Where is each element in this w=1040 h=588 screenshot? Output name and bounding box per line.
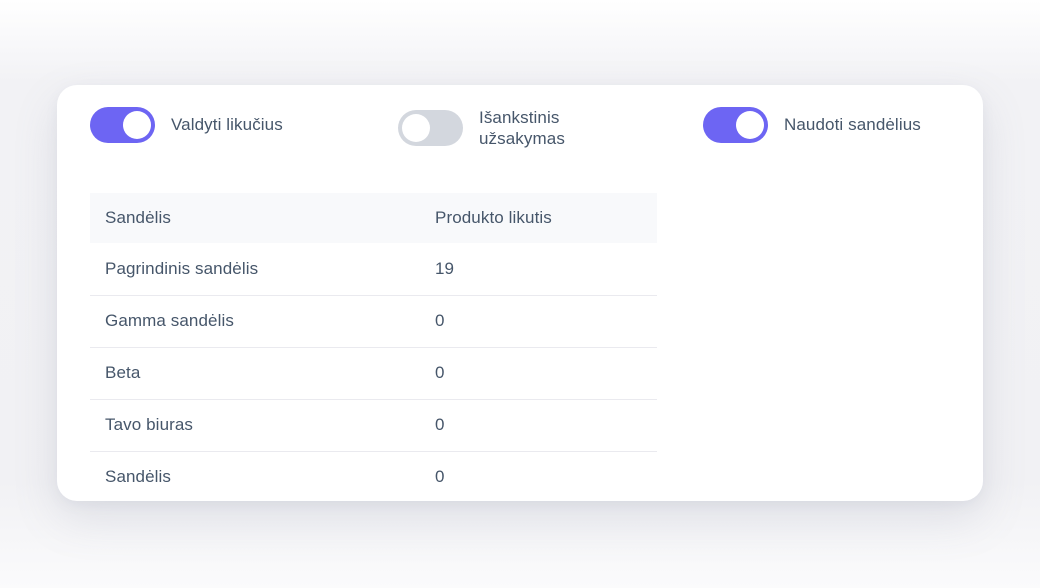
manage-stock-toggle[interactable] [90,107,155,143]
toggle-knob [402,114,430,143]
table-row: Gamma sandėlis 0 [90,295,657,347]
warehouse-name: Pagrindinis sandėlis [105,258,259,278]
stock-value: 0 [435,311,445,330]
toggle-group-manage-stock: Valdyti likučius [90,107,283,143]
warehouse-name: Gamma sandėlis [105,311,234,330]
stock-value: 0 [435,363,445,382]
stock-value: 0 [435,467,445,487]
use-warehouses-toggle[interactable] [703,107,768,143]
toggle-knob [736,111,764,139]
toggle-group-preorder: Išankstinis užsakymas [398,107,604,150]
table-header-row: Sandėlis Produkto likutis [90,193,657,243]
warehouse-name: Beta [105,363,141,382]
use-warehouses-label: Naudoti sandėlius [784,115,921,135]
warehouse-stock-table: Sandėlis Produkto likutis Pagrindinis sa… [90,193,657,503]
stock-value: 19 [435,258,455,278]
toggle-group-use-warehouses: Naudoti sandėlius [703,107,921,143]
warehouse-name: Tavo biuras [105,415,194,434]
manage-stock-label: Valdyti likučius [171,115,283,135]
warehouse-name: Sandėlis [105,467,172,487]
table-row: Beta 0 [90,347,657,399]
column-header-warehouse: Sandėlis [105,208,172,227]
preorder-label: Išankstinis užsakymas [479,108,565,149]
settings-card: Valdyti likučius Išankstinis užsakymas N… [57,85,983,501]
table-row: Sandėlis 0 [90,451,657,503]
table-row: Tavo biuras 0 [90,399,657,451]
preorder-toggle[interactable] [398,110,463,147]
stock-value: 0 [435,415,445,434]
column-header-stock: Produkto likutis [435,208,552,227]
toggle-knob [123,111,151,139]
table-row: Pagrindinis sandėlis 19 [90,243,657,295]
